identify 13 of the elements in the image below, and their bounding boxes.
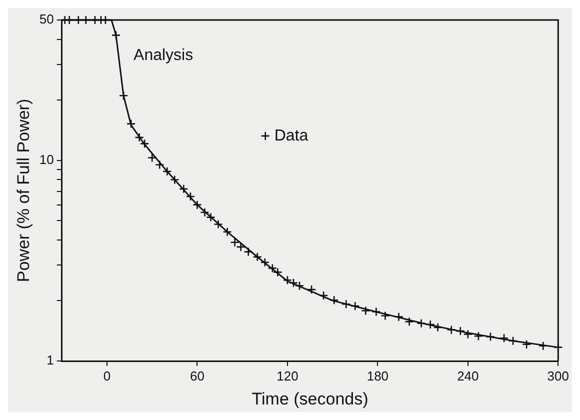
y-tick-label: 10	[39, 152, 54, 167]
x-tick-label: 300	[547, 368, 570, 384]
y-tick-label: 1	[46, 352, 54, 368]
x-tick-label: 120	[276, 368, 298, 384]
y-axis-title: Power (% of Full Power)	[14, 98, 33, 282]
y-tick-label: 50	[39, 12, 54, 27]
x-axis-title: Time (seconds)	[252, 389, 368, 408]
x-tick-label: 0	[103, 368, 111, 384]
series-label: Analysis	[134, 47, 194, 64]
x-tick-label: 240	[457, 368, 479, 384]
x-tick-label: 60	[190, 368, 204, 384]
legend-label: Data	[274, 127, 308, 144]
x-tick-label: 180	[366, 368, 389, 384]
